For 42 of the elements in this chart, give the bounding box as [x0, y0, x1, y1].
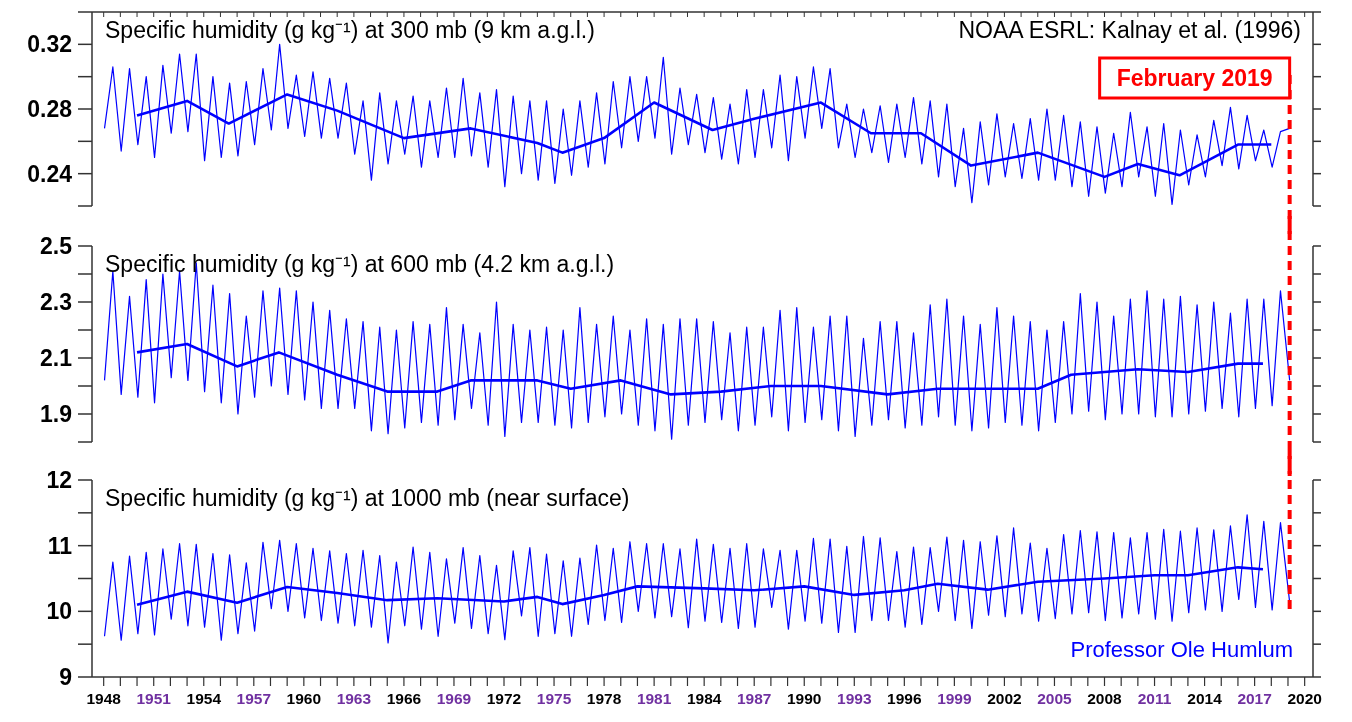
y-tick-label: 11	[47, 532, 73, 559]
ref-line-label: February 2019	[1116, 65, 1273, 92]
x-tick-label: 1981	[636, 690, 672, 707]
y-tick-label: 0.28	[27, 96, 73, 123]
x-tick-label: 2020	[1287, 690, 1322, 707]
y-tick-label: 1.9	[40, 401, 72, 428]
x-tick-label: 1969	[436, 690, 472, 707]
x-tick-label: 2008	[1087, 690, 1123, 707]
y-tick-label: 2.5	[40, 233, 73, 260]
y-tick-label: 12	[46, 467, 72, 494]
chart-title: Specific humidity (g kg⁻¹) at 600 mb (4.2 km a.g.l.)	[105, 251, 615, 278]
y-tick-label: 2.1	[40, 345, 73, 372]
annotation: NOAA ESRL: Kalnay et al. (1996)	[958, 17, 1301, 44]
chart-title: Specific humidity (g kg⁻¹) at 300 mb (9 km a.g.l.)	[105, 17, 595, 44]
y-tick-label: 2.3	[40, 289, 72, 316]
x-tick-label: 1954	[186, 690, 222, 707]
x-tick-label: 2014	[1187, 690, 1223, 707]
x-tick-label: 1966	[386, 690, 422, 707]
x-tick-label: 1948	[86, 690, 122, 707]
x-tick-label: 1963	[336, 690, 372, 707]
y-tick-label: 9	[59, 664, 72, 691]
x-tick-label: 1990	[787, 690, 822, 707]
x-tick-label: 2011	[1137, 690, 1172, 707]
x-tick-label: 1975	[536, 690, 572, 707]
y-tick-label: 0.24	[27, 160, 73, 187]
x-tick-label: 2002	[987, 690, 1022, 707]
x-tick-label: 1951	[136, 690, 172, 707]
x-tick-label: 1960	[286, 690, 322, 707]
x-tick-label: 1993	[837, 690, 872, 707]
x-tick-label: 1984	[686, 690, 722, 707]
x-tick-label: 1996	[887, 690, 922, 707]
annotation: Professor Ole Humlum	[1070, 636, 1293, 662]
x-tick-label: 1987	[736, 690, 772, 707]
x-tick-label: 1978	[586, 690, 622, 707]
x-tick-label: 2017	[1237, 690, 1272, 707]
x-tick-label: 1957	[236, 690, 272, 707]
x-tick-label: 1999	[937, 690, 972, 707]
chart-title: Specific humidity (g kg⁻¹) at 1000 mb (near surface)	[105, 485, 630, 512]
x-tick-label: 2005	[1037, 690, 1073, 707]
y-tick-label: 0.32	[27, 31, 72, 58]
y-tick-label: 10	[46, 598, 72, 625]
x-tick-label: 1972	[486, 690, 522, 707]
